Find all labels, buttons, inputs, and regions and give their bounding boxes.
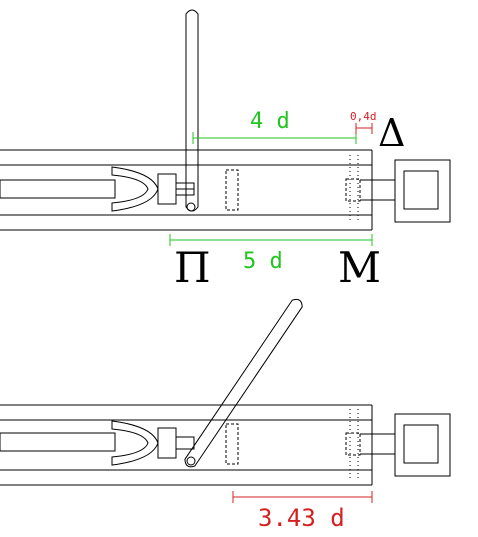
top-lever-pivot — [186, 202, 196, 212]
top-terminal — [345, 178, 361, 202]
top-push-rod — [0, 179, 116, 199]
top-end-box-outer — [394, 159, 451, 223]
dim-label-4d: 4 d — [250, 109, 290, 134]
bottom-assembly: 3.43 d — [0, 298, 451, 532]
bottom-clamp-block — [157, 427, 177, 459]
label-p: П — [174, 243, 211, 292]
top-fork — [111, 166, 159, 212]
bottom-tilted-lever — [184, 298, 303, 468]
bottom-end-box-inner — [403, 424, 439, 464]
bottom-terminal — [345, 432, 361, 456]
dim-label-0-4d: 0,4d — [350, 110, 377, 123]
bottom-push-rod — [0, 432, 116, 452]
label-m: М — [338, 243, 381, 292]
bottom-lever-pivot — [186, 456, 196, 466]
top-vertical-lever — [185, 9, 199, 212]
bottom-insert — [225, 423, 239, 465]
top-clamp-block — [157, 173, 177, 205]
dim-label-5d: 5 d — [243, 249, 283, 274]
top-end-box-inner — [403, 170, 439, 210]
top-assembly: 4 d 0,4d Δ 5 d П М — [0, 9, 451, 292]
top-insert — [225, 169, 239, 211]
delta-symbol: Δ — [378, 111, 405, 155]
dim-label-3-43d: 3.43 d — [258, 504, 345, 532]
bottom-end-box-outer — [394, 413, 451, 477]
bottom-fork — [111, 420, 159, 466]
